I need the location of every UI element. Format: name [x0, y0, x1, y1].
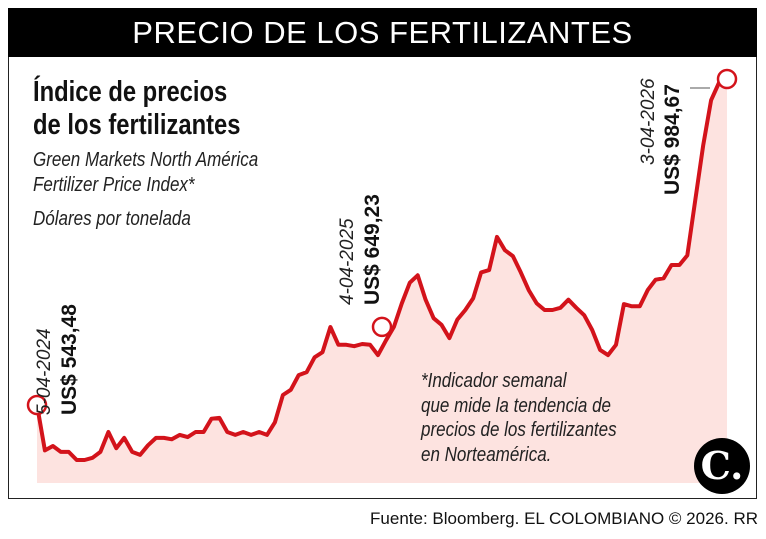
el-colombiano-logo: C.	[694, 438, 750, 494]
annotation-marker	[371, 316, 393, 338]
y-unit-label: Dólares por tonelada	[33, 208, 191, 230]
chart-subtitle-line: Fertilizer Price Index*	[33, 174, 195, 196]
note-line: *Indicador semanal	[421, 370, 567, 392]
chart-title: Índice de precios de los fertilizantes	[33, 76, 240, 142]
note-line: precios de los fertilizantes	[421, 419, 617, 441]
annotation-value: US$ 649,23	[361, 194, 384, 305]
annotation-date: 3-04-2026	[638, 78, 659, 165]
header-title: PRECIO DE LOS FERTILIZANTES	[8, 8, 757, 57]
annotation-value: US$ 543,48	[58, 304, 81, 415]
annotation-date: 5-04-2024	[34, 328, 55, 415]
annotation-value: US$ 984,67	[661, 84, 684, 195]
chart-title-line: Índice de precios	[33, 76, 228, 108]
chart-title-line: de los fertilizantes	[33, 109, 241, 141]
note-line: que mide la tendencia de	[421, 394, 611, 417]
annotation-marker	[716, 68, 738, 90]
note-line: en Norteamérica.	[421, 443, 552, 466]
source-footer: Fuente: Bloomberg. EL COLOMBIANO © 2026.…	[370, 509, 758, 528]
annotation-date: 4-04-2025	[337, 218, 358, 305]
series-line	[35, 77, 728, 462]
annotation-marker	[26, 394, 48, 416]
area-fill	[37, 79, 727, 483]
chart-subtitle-line: Green Markets North América	[33, 149, 259, 171]
chart-note: *Indicador semanal que mide la tendencia…	[421, 369, 617, 467]
